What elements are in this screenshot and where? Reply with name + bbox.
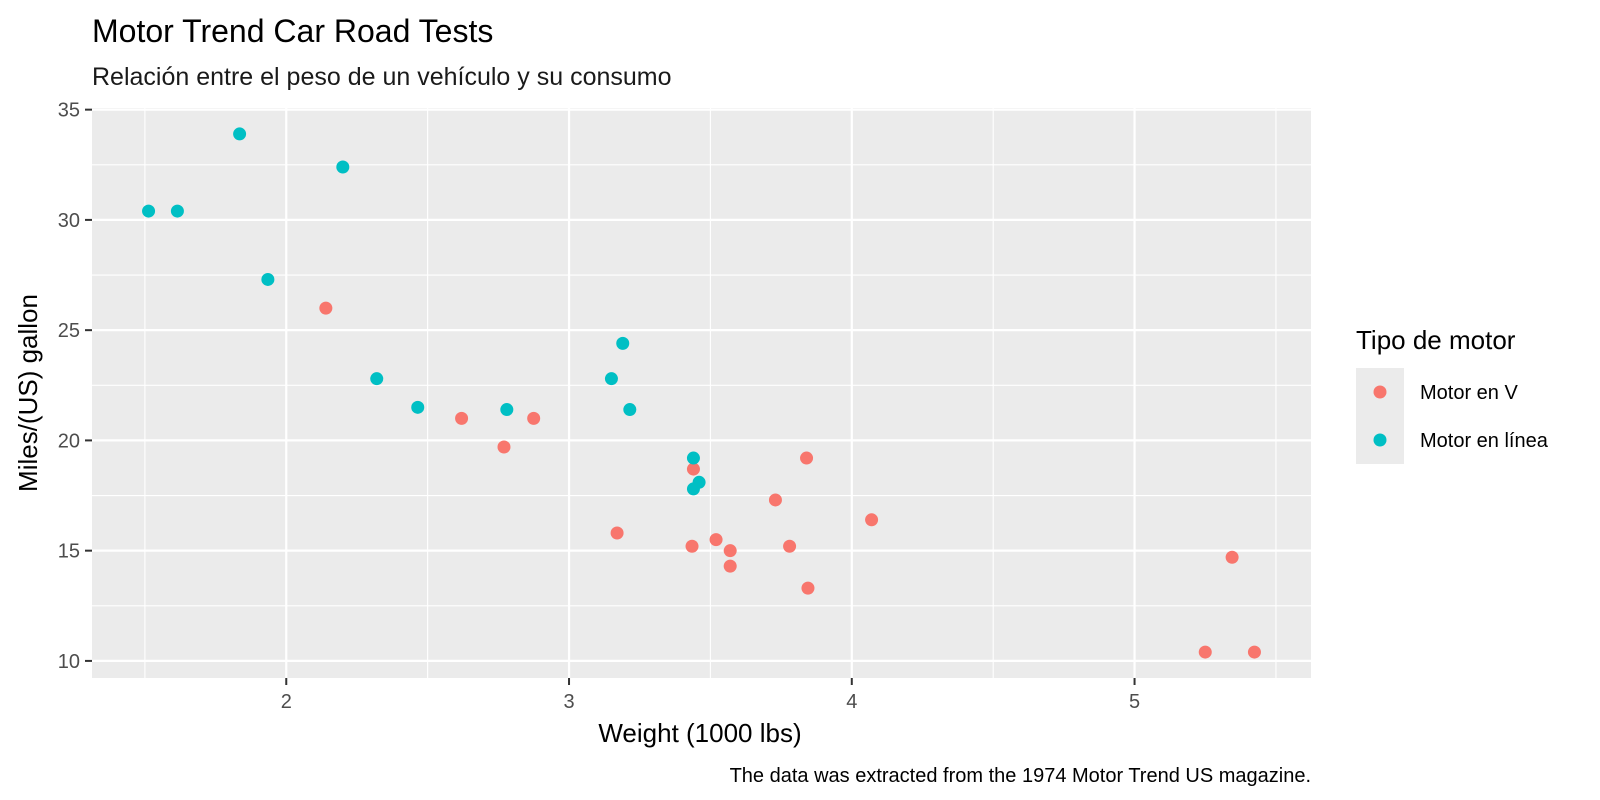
point-motor-en-linea — [500, 403, 514, 417]
x-axis-title: Weight (1000 lbs) — [598, 718, 801, 748]
legend-key-motor-en-v — [1373, 385, 1387, 399]
point-motor-en-v — [685, 539, 699, 553]
point-motor-en-v — [1198, 645, 1212, 659]
plot-panel — [92, 108, 1311, 678]
point-motor-en-linea — [411, 400, 425, 414]
y-tick-label: 10 — [58, 651, 80, 673]
x-tick-label: 3 — [563, 691, 574, 713]
x-tick-label: 4 — [846, 691, 857, 713]
point-motor-en-v — [723, 544, 737, 558]
legend-key-motor-en-linea — [1373, 433, 1387, 447]
y-tick-label: 30 — [58, 210, 80, 232]
point-motor-en-v — [1225, 550, 1239, 564]
x-axis: 2 3 4 5 — [281, 678, 1140, 713]
point-motor-en-v — [768, 493, 782, 507]
x-tick-label: 2 — [281, 691, 292, 713]
y-tick-label: 35 — [58, 100, 80, 122]
y-tick-label: 25 — [58, 320, 80, 342]
y-axis: 10 15 20 25 30 35 — [58, 100, 92, 673]
point-motor-en-linea — [604, 372, 618, 386]
legend-label-motor-en-linea: Motor en línea — [1420, 430, 1549, 452]
point-motor-en-v — [1247, 645, 1261, 659]
point-motor-en-linea — [233, 127, 247, 141]
x-tick-label: 5 — [1129, 691, 1140, 713]
point-motor-en-v — [783, 539, 797, 553]
point-motor-en-v — [865, 513, 879, 527]
y-tick-label: 15 — [58, 541, 80, 563]
legend: Tipo de motor Motor en V Motor en línea — [1356, 325, 1549, 464]
grid-minor — [92, 108, 1311, 678]
point-motor-en-v — [686, 462, 700, 476]
legend-label-motor-en-v: Motor en V — [1420, 382, 1518, 404]
chart-caption: The data was extracted from the 1974 Mot… — [730, 765, 1311, 787]
point-motor-en-v — [610, 526, 624, 540]
point-motor-en-linea — [370, 372, 384, 386]
point-motor-en-v — [801, 581, 815, 595]
chart-subtitle: Relación entre el peso de un vehículo y … — [92, 63, 672, 91]
y-axis-title: Miles/(US) gallon — [13, 294, 43, 492]
data-points — [142, 127, 1261, 659]
point-motor-en-linea — [170, 204, 184, 218]
chart-title: Motor Trend Car Road Tests — [92, 13, 493, 49]
point-motor-en-linea — [623, 403, 637, 417]
point-motor-en-v — [497, 440, 511, 454]
point-motor-en-v — [709, 533, 723, 547]
legend-key-background — [1356, 368, 1404, 464]
legend-title: Tipo de motor — [1356, 325, 1516, 355]
point-motor-en-v — [455, 411, 469, 425]
point-motor-en-v — [800, 451, 814, 465]
point-motor-en-linea — [616, 336, 630, 350]
point-motor-en-v — [723, 559, 737, 573]
point-motor-en-linea — [142, 204, 156, 218]
point-motor-en-linea — [336, 160, 350, 174]
point-motor-en-linea — [686, 451, 700, 465]
grid-major — [92, 108, 1311, 678]
y-tick-label: 20 — [58, 430, 80, 452]
point-motor-en-v — [527, 411, 541, 425]
point-motor-en-linea — [261, 272, 275, 286]
point-motor-en-linea — [686, 482, 700, 496]
point-motor-en-v — [319, 301, 333, 315]
